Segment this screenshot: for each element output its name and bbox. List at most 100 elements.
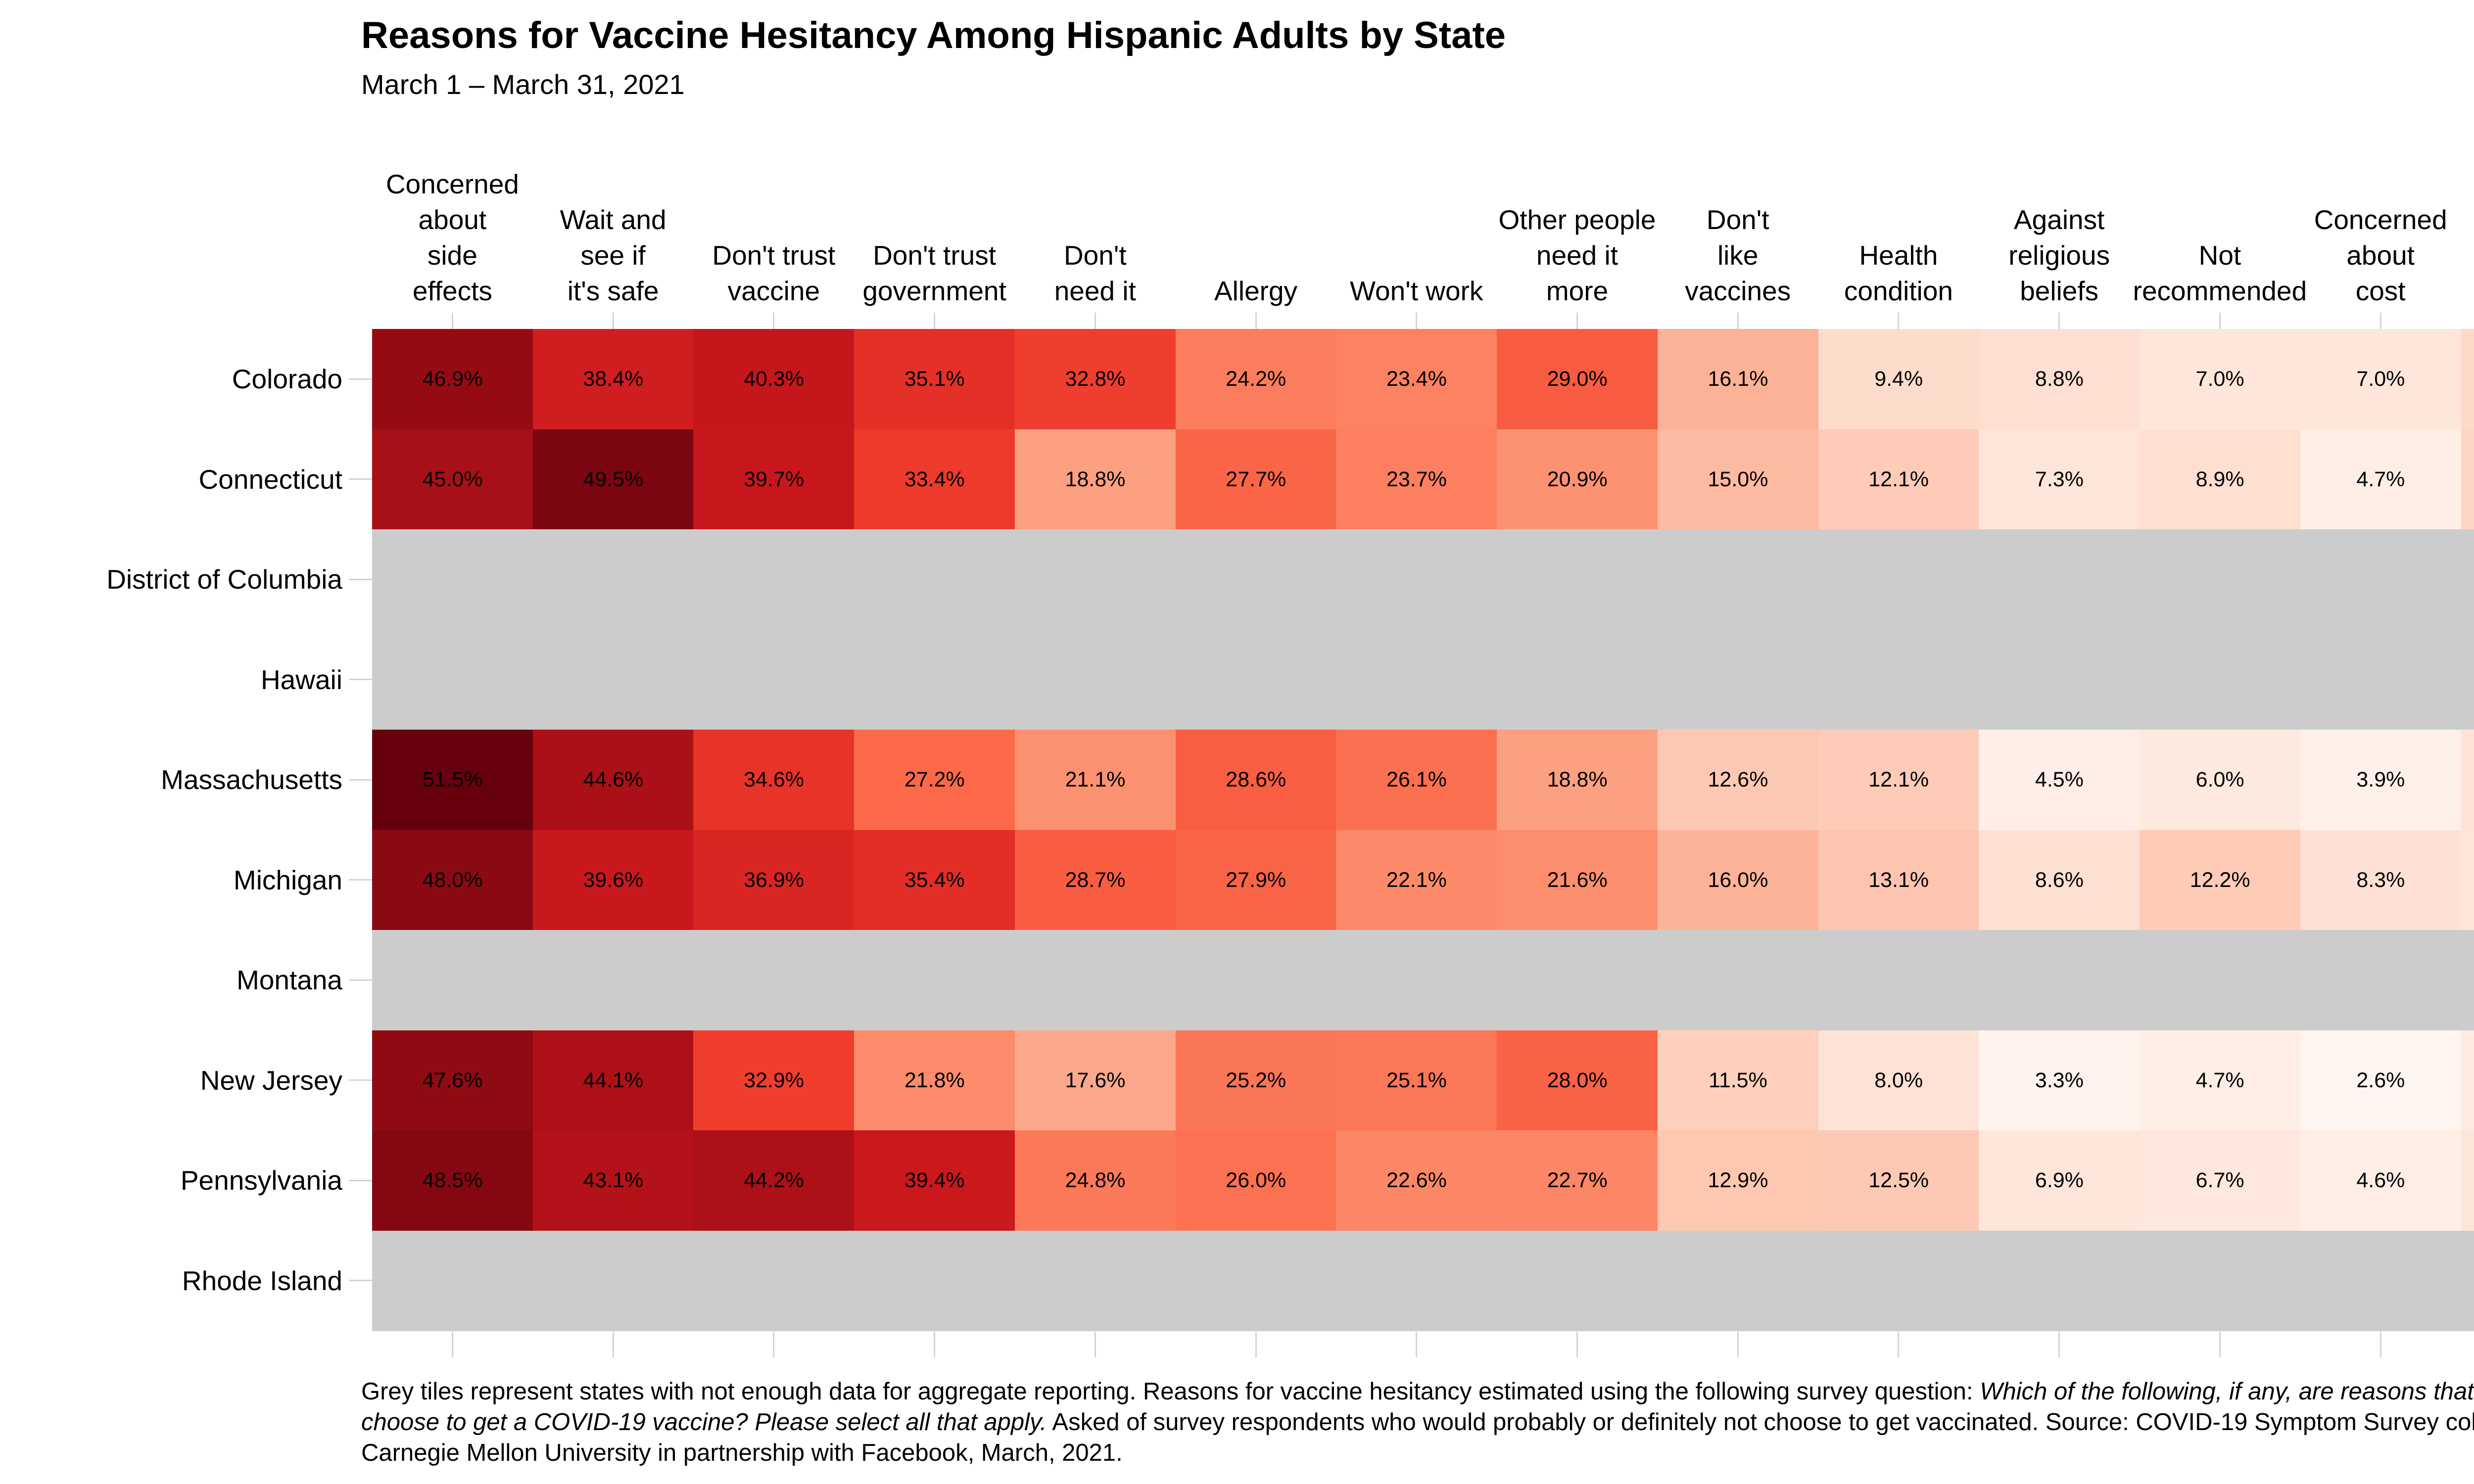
heatmap-cell: 23.4% [1336,329,1497,429]
heatmap-cell: 23.7% [1336,429,1497,530]
axis-tick-left [349,1079,372,1081]
column-header-2: Wait and see if it's safe [560,204,666,306]
axis-tick-bottom [2219,1332,2221,1357]
axis-tick-left [349,1179,372,1181]
axis-tick-bottom [2058,1332,2060,1357]
heatmap-cell: 24.2% [1175,329,1336,429]
heatmap-cell: 44.1% [532,1030,694,1131]
heatmap-cell: 29.0% [1497,329,1658,429]
heatmap-cell: 11.5% [1657,1030,1819,1131]
axis-tick-left [349,779,372,781]
heatmap-cell: 18.8% [1014,429,1176,530]
heatmap-cell: 6.0% [2140,730,2301,830]
column-header-12: Not recommended [2133,240,2307,306]
heatmap-cell: 7.2% [2461,830,2474,930]
heatmap-cell: 25.2% [1175,1030,1336,1131]
heatmap-cell: 27.9% [1175,830,1336,930]
heatmap-cell: 35.4% [854,830,1015,930]
axis-tick-top [1255,313,1257,329]
axis-tick-left [349,378,372,380]
heatmap-cell: 48.0% [372,830,533,930]
column-header-6: Allergy [1214,276,1298,306]
heatmap-cell: 6.9% [1979,1130,2140,1231]
heatmap-cell: 7.0% [2140,329,2301,429]
heatmap-cell: 5.7% [2461,1030,2474,1131]
heatmap-cell: 45.0% [372,429,533,530]
axis-tick-top [2219,313,2221,329]
heatmap-cell: 22.1% [1336,830,1497,930]
heatmap-cell: 35.1% [854,329,1015,429]
axis-tick-bottom [1737,1332,1739,1357]
heatmap-cell: 10.0% [2461,329,2474,429]
axis-tick-top [1576,313,1578,329]
heatmap-cell: 47.6% [372,1030,533,1131]
no-data-band [372,629,2474,730]
column-header-11: Against religious beliefs [2008,204,2110,306]
column-header-7: Won't work [1350,276,1483,306]
heatmap-cell: 32.9% [693,1030,855,1131]
heatmap-cell: 2.6% [2300,1030,2462,1131]
heatmap-cell: 26.0% [1175,1130,1336,1231]
heatmap-cell: 26.1% [1336,730,1497,830]
row-label-state: Hawaii [260,664,342,695]
heatmap-cell: 20.9% [1497,429,1658,530]
axis-tick-top [2058,313,2060,329]
heatmap-cell: 40.3% [693,329,855,429]
row-label-state: Pennsylvania [180,1165,342,1196]
axis-tick-top [451,313,453,329]
column-header-13: Concerned about cost [2314,204,2447,306]
axis-tick-top [1737,313,1739,329]
heatmap-cell: 25.1% [1336,1030,1497,1131]
heatmap-cell: 17.6% [1014,1030,1176,1131]
row-label-state: Montana [236,965,342,996]
row-label-state: Colorado [232,364,342,395]
axis-tick-bottom [451,1332,453,1357]
axis-tick-bottom [2379,1332,2381,1357]
heatmap-cell: 10.5% [2461,429,2474,530]
row-label-state: Connecticut [198,464,342,495]
heatmap-cell: 39.4% [854,1130,1015,1231]
footnote-survey-question: Which of the following, if any, are reas… [361,1378,2474,1436]
heatmap-cell: 8.0% [1818,1030,1979,1131]
heatmap-cell: 4.7% [2300,429,2462,530]
axis-tick-bottom [1576,1332,1578,1357]
axis-tick-top [1416,313,1418,329]
heatmap-cell: 12.6% [1657,730,1819,830]
heatmap-cell: 43.1% [532,1130,694,1231]
axis-tick-left [349,578,372,580]
axis-tick-bottom [773,1332,775,1357]
heatmap-cell: 44.6% [532,730,694,830]
footnote-source: Asked of survey respondents who would pr… [361,1409,2474,1466]
heatmap-cell: 3.3% [1979,1030,2140,1131]
axis-tick-top [612,313,614,329]
no-data-band [372,529,2474,630]
heatmap-cell: 12.9% [1657,1130,1819,1231]
axis-tick-top [1094,313,1096,329]
heatmap-cell: 12.2% [2140,830,2301,930]
heatmap-cell: 36.9% [693,830,855,930]
heatmap-cell: 21.1% [1014,730,1176,830]
heatmap-cell: 12.5% [1818,1130,1979,1231]
heatmap-cell: 12.1% [1818,730,1979,830]
column-header-5: Don't need it [1054,240,1136,306]
heatmap-cell: 3.9% [2300,730,2462,830]
heatmap-cell: 9.4% [1818,329,1979,429]
heatmap-cell: 39.7% [693,429,855,530]
heatmap-cell: 16.1% [1657,329,1819,429]
heatmap-cell: 16.0% [1657,830,1819,930]
footnote-text: Grey tiles represent states with not eno… [361,1378,1980,1405]
heatmap-cell: 6.7% [2140,1130,2301,1231]
axis-tick-top [1898,313,1900,329]
axis-tick-top [934,313,936,329]
column-header-10: Health condition [1844,240,1953,306]
heatmap-cell: 24.8% [1014,1130,1176,1231]
heatmap-cell: 8.8% [1979,329,2140,429]
heatmap-cell: 28.0% [1497,1030,1658,1131]
heatmap-cell: 7.3% [2461,1130,2474,1231]
heatmap-cell: 12.1% [1818,429,1979,530]
row-label-state: District of Columbia [106,564,342,595]
heatmap-cell: 13.1% [1818,830,1979,930]
heatmap-cell: 8.3% [2300,830,2462,930]
chart-subtitle: March 1 – March 31, 2021 [361,69,685,100]
